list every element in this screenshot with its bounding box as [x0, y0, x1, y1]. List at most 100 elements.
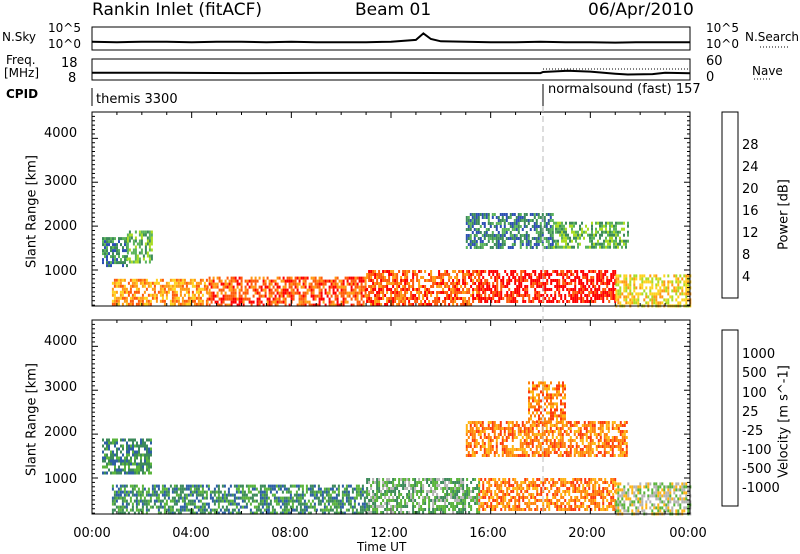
data-cell — [324, 288, 327, 292]
data-cell — [217, 496, 220, 500]
data-cell — [153, 502, 156, 506]
cpid-normalsound: normalsound (fast) 157 — [548, 82, 701, 97]
data-cell — [559, 245, 561, 249]
data-cell — [224, 291, 227, 295]
data-cell — [487, 421, 490, 424]
data-cell — [511, 448, 514, 451]
data-cell — [299, 511, 302, 515]
data-cell — [140, 248, 143, 252]
data-cell — [556, 499, 559, 502]
data-cell — [408, 499, 411, 502]
data-cell — [171, 299, 174, 303]
data-cell — [566, 288, 569, 291]
data-cell — [430, 291, 433, 294]
data-cell — [588, 505, 591, 508]
data-cell — [486, 490, 489, 493]
data-cell — [469, 433, 472, 436]
data-cell — [487, 454, 490, 457]
data-cell — [428, 508, 431, 511]
data-cell — [110, 246, 112, 250]
data-cell — [598, 273, 601, 276]
data-cell — [210, 297, 213, 301]
data-cell — [127, 511, 130, 515]
data-cell — [558, 285, 561, 288]
data-cell — [124, 438, 126, 442]
data-cell — [598, 279, 601, 282]
data-cell — [540, 282, 543, 285]
data-cell — [386, 303, 389, 306]
data-cell — [580, 297, 583, 300]
data-cell — [573, 233, 575, 237]
data-cell — [243, 499, 246, 503]
data-cell — [546, 300, 549, 303]
data-cell — [128, 438, 130, 442]
data-cell — [504, 478, 507, 481]
data-cell — [384, 303, 387, 306]
data-cell — [518, 276, 521, 279]
data-cell — [610, 276, 613, 279]
data-cell — [602, 487, 605, 490]
data-cell — [442, 511, 445, 514]
data-cell — [171, 290, 174, 294]
data-cell — [506, 487, 509, 490]
data-cell — [386, 288, 389, 291]
data-cell — [238, 282, 241, 286]
data-cell — [165, 290, 168, 294]
data-cell — [114, 255, 116, 259]
data-cell — [487, 213, 490, 216]
data-cell — [404, 502, 407, 505]
data-cell — [576, 300, 579, 303]
data-cell — [153, 493, 156, 497]
data-cell — [276, 291, 279, 295]
data-cell — [357, 511, 360, 515]
data-cell — [289, 499, 292, 503]
data-cell — [586, 282, 589, 285]
data-cell — [614, 478, 617, 481]
data-cell — [108, 441, 110, 445]
data-cell — [602, 502, 605, 505]
data-cell — [438, 478, 441, 481]
data-cell — [135, 278, 138, 282]
data-cell — [601, 245, 603, 249]
data-cell — [428, 288, 431, 291]
data-cell — [615, 277, 618, 281]
data-cell — [248, 285, 251, 289]
data-cell — [274, 294, 277, 298]
data-cell — [522, 499, 525, 502]
data-cell — [511, 213, 514, 216]
velocity-cb-tick-neg25: -25 — [742, 424, 764, 439]
data-cell — [605, 236, 607, 240]
data-cell — [521, 442, 524, 445]
data-cell — [487, 216, 490, 219]
data-cell — [563, 224, 565, 228]
data-cell — [104, 255, 106, 259]
data-cell — [242, 297, 245, 301]
data-cell — [368, 478, 371, 481]
data-cell — [584, 508, 587, 511]
data-cell — [229, 484, 232, 488]
data-cell — [382, 294, 385, 297]
data-cell — [249, 508, 252, 512]
data-cell — [517, 424, 520, 427]
data-cell — [534, 481, 537, 484]
data-cell — [593, 233, 595, 237]
data-cell — [333, 511, 336, 515]
data-cell — [157, 499, 160, 503]
data-cell — [520, 279, 523, 282]
data-cell — [121, 505, 124, 509]
data-cell — [432, 499, 435, 502]
data-cell — [290, 294, 293, 298]
data-cell — [478, 285, 481, 288]
data-cell — [509, 451, 512, 454]
data-cell — [625, 274, 628, 278]
data-cell — [394, 487, 397, 490]
data-cell — [578, 487, 581, 490]
data-cell — [502, 276, 505, 279]
data-cell — [120, 237, 122, 241]
data-cell — [115, 299, 118, 303]
data-cell — [404, 487, 407, 490]
data-cell — [396, 291, 399, 294]
data-cell — [358, 300, 361, 304]
data-cell — [574, 478, 577, 481]
